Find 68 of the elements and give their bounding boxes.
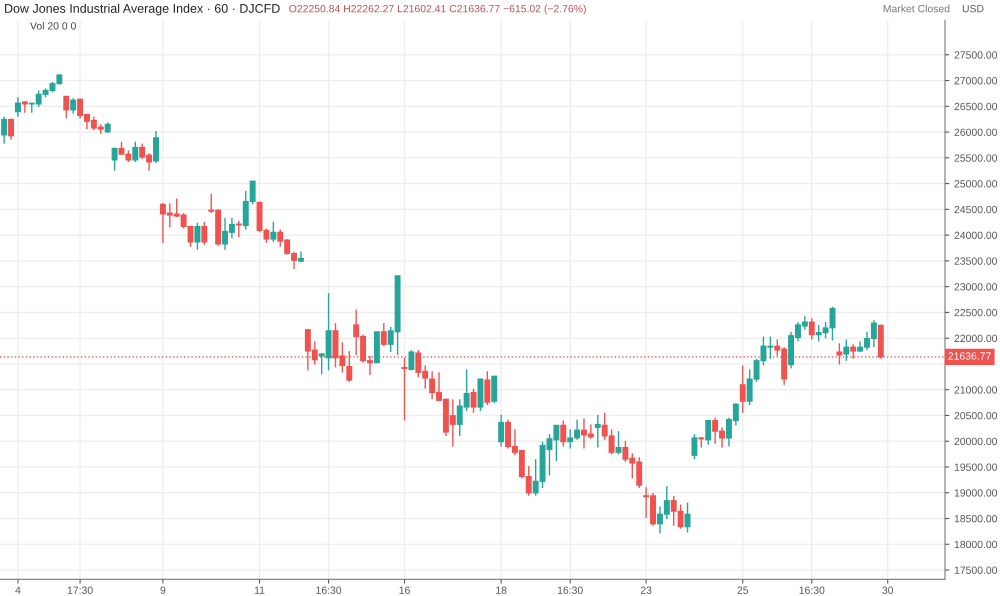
candlestick (22, 100, 28, 114)
candlestick (808, 318, 815, 340)
candlestick (63, 95, 70, 120)
candlestick (698, 436, 704, 448)
candlestick (153, 130, 159, 164)
candlestick (843, 338, 850, 362)
candlestick (201, 221, 208, 246)
annotation: Vol 20 0 0 (30, 22, 76, 30)
candlestick (270, 221, 276, 243)
ref-line-label: 21636.77 (948, 352, 991, 360)
y-tick-label: 23500.00 (954, 257, 998, 265)
candlestick (498, 414, 504, 448)
y-tick-label: 22500.00 (954, 308, 998, 316)
candlestick (112, 146, 118, 172)
y-tick-label: 26500.00 (954, 102, 998, 110)
y-tick-label: 21000.00 (954, 386, 998, 394)
candlestick (380, 322, 387, 347)
chart-title: Dow Jones Industrial Average Index · 60 · DJCFD (5, 4, 280, 16)
x-tick-label: 30 (882, 586, 894, 594)
candlestick (70, 98, 76, 114)
candlestick (236, 220, 242, 238)
x-tick-label: 11 (254, 586, 264, 594)
y-tick-label: 24500.00 (954, 206, 998, 214)
candlestick (470, 388, 477, 414)
x-tick-label: 4 (15, 586, 21, 594)
x-tick-label: 18 (496, 586, 506, 594)
candlestick (194, 222, 200, 250)
x-tick-label: 9 (160, 586, 166, 594)
y-tick-label: 19500.00 (954, 463, 998, 471)
candlestick (132, 140, 138, 163)
y-tick-label: 18000.00 (954, 540, 998, 548)
y-tick-label: 25000.00 (954, 180, 998, 188)
text: USD (962, 4, 984, 12)
candlestick (705, 420, 712, 446)
candlestick (14, 96, 21, 118)
candlestick (408, 349, 414, 372)
y-tick-label: 27500.00 (954, 51, 998, 59)
candlestick (560, 420, 566, 448)
y-tick-label: 20000.00 (954, 438, 998, 446)
candlestick (691, 433, 698, 460)
chart-subtitle: O22250.84 H22262.27 L21602.41 C21636.77 −615.02 (−2.76%) (289, 4, 586, 14)
x-tick-label: 17:30 (68, 586, 93, 594)
y-tick-label: 22000.00 (954, 334, 998, 342)
x-tick-label: 16 (400, 586, 410, 594)
y-tick-label: 23000.00 (954, 283, 998, 291)
y-tick-label: 26000.00 (954, 128, 998, 136)
y-tick-label: 17500.00 (954, 566, 998, 574)
y-tick-label: 27000.00 (954, 77, 998, 84)
candlestick (8, 118, 14, 140)
x-tick-label: 16:30 (800, 586, 824, 594)
candlestick (740, 364, 746, 414)
y-tick-label: 20500.00 (954, 412, 998, 420)
candlestick (684, 502, 690, 534)
y-tick-label: 19000.00 (954, 489, 998, 497)
y-tick-label: 24000.00 (954, 232, 998, 239)
x-tick-label: 23 (640, 586, 652, 594)
x-tick-label: 25 (737, 586, 748, 594)
x-tick-label: 16:30 (316, 586, 342, 594)
x-tick-label: 16:30 (558, 586, 583, 594)
y-tick-label: 25500.00 (954, 154, 998, 162)
candlestick (402, 357, 408, 422)
y-tick-label: 18500.00 (954, 515, 998, 522)
candlestick (104, 122, 111, 134)
candlestick (484, 370, 490, 406)
candlestick (594, 414, 601, 448)
text: Market Closed (884, 4, 950, 12)
candlestick (616, 430, 622, 456)
candlestick (1, 116, 8, 144)
